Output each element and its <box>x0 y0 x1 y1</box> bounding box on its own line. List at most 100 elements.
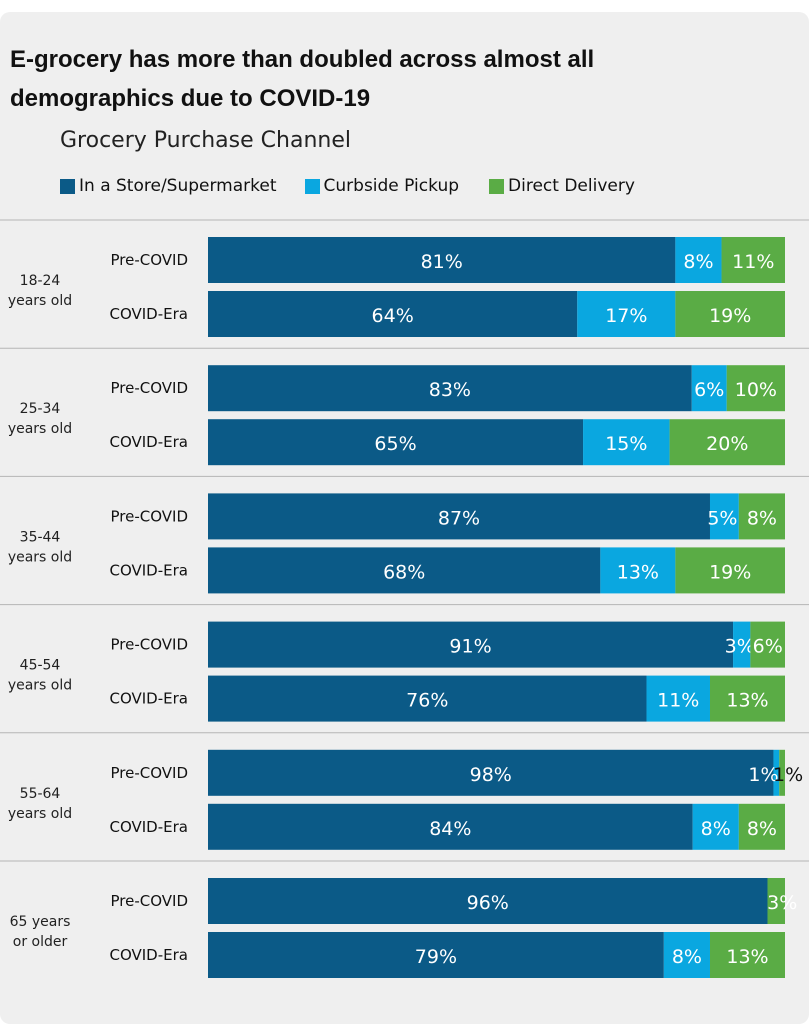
bar-segment-delivery <box>726 365 785 412</box>
bar-segment-curbside <box>733 621 751 668</box>
age-group-label-line: years old <box>8 678 72 694</box>
age-group-label-line: or older <box>13 934 68 950</box>
age-group-label-line: years old <box>8 806 72 822</box>
data-label: 15% <box>605 433 647 455</box>
legend-item-delivery: Direct Delivery <box>489 176 635 196</box>
data-label: 96% <box>467 892 509 914</box>
bar-segment-delivery <box>675 291 785 337</box>
age-group-label-line: 65 years <box>10 914 71 930</box>
data-label: 8% <box>672 946 702 968</box>
data-label: 13% <box>726 946 768 968</box>
legend-label-delivery: Direct Delivery <box>508 176 635 196</box>
age-group-label: 18-24 years old <box>8 273 72 309</box>
data-label: 1% <box>773 764 803 786</box>
bar-segment-curbside <box>646 675 710 722</box>
chart-subtitle: Grocery Purchase Channel <box>60 128 351 153</box>
bar-segment-curbside <box>709 493 739 540</box>
bar-segment-store <box>208 878 768 924</box>
bar-segment-delivery <box>738 803 785 850</box>
age-group-label-line: years old <box>8 293 72 309</box>
data-label: 84% <box>429 818 471 840</box>
bar-segment-curbside <box>691 365 727 412</box>
data-label: 65% <box>374 433 416 455</box>
data-label: 6% <box>694 379 724 401</box>
age-group-label-line: 25-34 <box>20 401 61 417</box>
chart-title-line-2: demographics due to COVID-19 <box>10 85 371 112</box>
data-label: 1% <box>748 764 778 786</box>
bar-segment-curbside <box>600 547 676 594</box>
bar-segment-store <box>208 803 693 850</box>
bar-segment-delivery <box>669 419 785 466</box>
bar-segment-delivery <box>738 493 785 540</box>
bar-segment-delivery <box>750 621 785 668</box>
period-label: Pre-COVID <box>110 507 188 525</box>
bar-segment-delivery <box>709 932 785 978</box>
data-label: 98% <box>470 764 512 786</box>
data-label: 8% <box>747 507 777 529</box>
period-label: COVID-Era <box>109 561 188 579</box>
period-label: Pre-COVID <box>110 379 188 397</box>
bar-segment-curbside <box>675 237 722 283</box>
age-group-label-line: 45-54 <box>20 658 61 674</box>
legend-label-curbside: Curbside Pickup <box>323 176 460 196</box>
legend-item-curbside: Curbside Pickup <box>304 176 460 196</box>
bar-segment-curbside <box>577 291 676 337</box>
period-label: COVID-Era <box>109 818 188 836</box>
period-label: Pre-COVID <box>110 764 188 782</box>
data-label: 5% <box>707 507 737 529</box>
bar-segment-store <box>208 419 584 466</box>
data-label: 10% <box>735 379 777 401</box>
bar-segment-store <box>208 237 676 283</box>
bar-segment-store <box>208 749 774 796</box>
age-group-label: 35-44 years old <box>8 529 72 565</box>
data-label: 3% <box>725 636 755 658</box>
data-label: 64% <box>372 305 414 327</box>
legend-swatch-delivery <box>489 178 505 194</box>
data-label: 87% <box>438 507 480 529</box>
age-group-label: 65 years or older <box>10 914 71 950</box>
data-label: 6% <box>753 636 783 658</box>
bar-segment-delivery <box>675 547 785 594</box>
age-group-label-line: years old <box>8 549 72 565</box>
data-label: 17% <box>605 305 647 327</box>
age-group-label: 45-54 years old <box>8 658 72 694</box>
age-group-label-line: 18-24 <box>20 273 61 289</box>
bar-segment-delivery <box>779 749 785 796</box>
bar-segment-curbside <box>692 803 739 850</box>
period-label: COVID-Era <box>109 305 188 323</box>
data-label: 81% <box>421 251 463 273</box>
period-label: COVID-Era <box>109 433 188 451</box>
bar-segment-curbside <box>663 932 710 978</box>
data-label: 79% <box>415 946 457 968</box>
bar-segment-curbside <box>583 419 670 466</box>
data-label: 11% <box>732 251 774 273</box>
period-label: Pre-COVID <box>110 636 188 654</box>
legend-item-store: In a Store/Supermarket <box>60 176 277 196</box>
data-label: 91% <box>449 636 491 658</box>
bar-segment-curbside <box>773 749 780 796</box>
data-label: 68% <box>383 561 425 583</box>
data-label: 76% <box>406 690 448 712</box>
bar-segment-store <box>208 493 710 540</box>
data-label: 83% <box>429 379 471 401</box>
bar-segment-store <box>208 621 734 668</box>
data-label: 8% <box>683 251 713 273</box>
bar-segment-store <box>208 291 578 337</box>
period-label: Pre-COVID <box>110 251 188 269</box>
data-label: 8% <box>701 818 731 840</box>
data-label: 19% <box>709 561 751 583</box>
bar-segment-store <box>208 365 692 412</box>
legend-swatch-store <box>60 178 75 194</box>
period-label: COVID-Era <box>109 946 188 964</box>
legend-swatch-curbside <box>304 178 320 194</box>
data-label: 19% <box>709 305 751 327</box>
period-label: COVID-Era <box>109 690 188 708</box>
bar-segment-store <box>208 675 647 722</box>
legend: In a Store/Supermarket Curbside Pickup D… <box>60 173 663 199</box>
age-group-label: 25-34 years old <box>8 401 72 437</box>
bar-segment-delivery <box>721 237 785 283</box>
age-group-label-line: years old <box>8 421 72 437</box>
age-group-label-line: 55-64 <box>20 786 61 802</box>
data-label: 20% <box>706 433 748 455</box>
